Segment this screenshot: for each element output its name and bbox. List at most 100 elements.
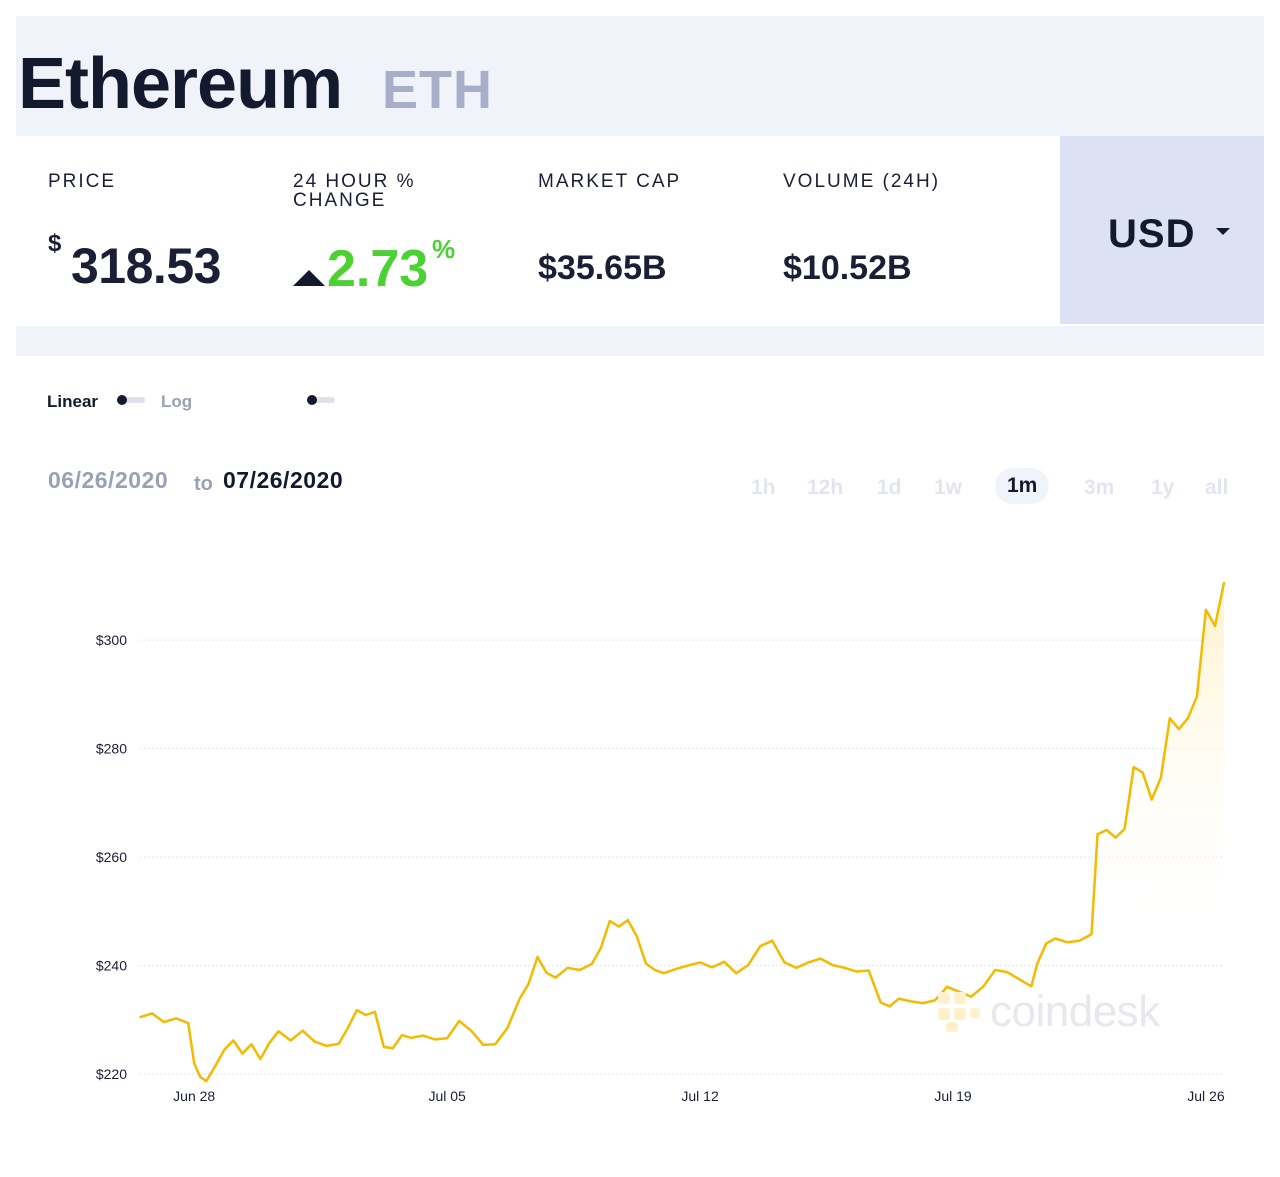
price-point bbox=[277, 1030, 280, 1033]
price-point bbox=[1187, 717, 1189, 719]
price-point bbox=[627, 919, 629, 921]
price-point bbox=[608, 920, 611, 922]
price-point bbox=[1196, 695, 1198, 698]
price-point bbox=[241, 1052, 244, 1055]
market-cap-value: $35.65B bbox=[538, 249, 667, 287]
price-point bbox=[735, 972, 737, 974]
linear-label[interactable]: Linear bbox=[47, 392, 99, 411]
price-point bbox=[831, 964, 834, 966]
price-point bbox=[675, 968, 677, 970]
price-point bbox=[982, 986, 984, 988]
price-point bbox=[337, 1043, 340, 1045]
date-to-word: to bbox=[194, 473, 213, 495]
price-point bbox=[199, 1076, 201, 1078]
price-point bbox=[268, 1041, 271, 1044]
price-point bbox=[1105, 829, 1108, 831]
price-point bbox=[458, 1020, 461, 1022]
arrow-up-icon bbox=[293, 270, 325, 286]
scale-toggle[interactable] bbox=[117, 395, 145, 405]
price-chart[interactable]: $220 $240 $260 $280 $300 Jun 28 Jul 05 Jul 12 J… bbox=[0, 540, 1280, 1120]
price-point bbox=[313, 1040, 316, 1043]
range-tab-1m[interactable]: 1m bbox=[995, 468, 1050, 504]
stats-panel: PRICE $ 318.53 24 HOUR % CHANGE 2.73 % M… bbox=[16, 136, 1264, 326]
change-percent-sign: % bbox=[432, 234, 456, 264]
price-point bbox=[711, 966, 713, 969]
price-point bbox=[356, 1009, 358, 1011]
price-point bbox=[994, 969, 996, 971]
price-point bbox=[1123, 828, 1126, 830]
price-point bbox=[1132, 766, 1135, 768]
price-point bbox=[654, 969, 656, 971]
change-label-line2: CHANGE bbox=[293, 190, 387, 211]
y-tick-label: $240 bbox=[96, 958, 127, 974]
price-point bbox=[1066, 941, 1069, 944]
currency-label: USD bbox=[1108, 212, 1196, 256]
secondary-toggle[interactable] bbox=[307, 395, 335, 405]
price-point bbox=[636, 935, 638, 938]
price-point bbox=[1018, 978, 1020, 980]
price-point bbox=[151, 1012, 153, 1015]
range-tab-1w[interactable]: 1w bbox=[934, 476, 963, 499]
volume-label: VOLUME (24H) bbox=[783, 171, 941, 192]
price-point bbox=[1169, 717, 1171, 719]
price-point bbox=[187, 1022, 189, 1024]
currency-selector[interactable]: USD bbox=[1060, 136, 1264, 324]
price-point bbox=[545, 971, 548, 974]
price-chart-svg: $220 $240 $260 $280 $300 Jun 28 Jul 05 Jul 12 J… bbox=[96, 581, 1226, 1104]
price-point bbox=[1160, 777, 1162, 779]
price-currency-symbol: $ bbox=[48, 230, 62, 257]
price-point bbox=[1205, 608, 1207, 611]
volume-value: $10.52B bbox=[783, 249, 912, 287]
date-to[interactable]: 07/26/2020 bbox=[223, 467, 344, 493]
date-from[interactable]: 06/26/2020 bbox=[48, 467, 169, 493]
price-point bbox=[250, 1043, 253, 1046]
price-point bbox=[392, 1047, 394, 1049]
log-label[interactable]: Log bbox=[161, 392, 193, 411]
y-tick-label: $300 bbox=[96, 632, 127, 648]
y-tick-label: $280 bbox=[96, 741, 127, 757]
price-point bbox=[795, 967, 798, 969]
price-point bbox=[1096, 833, 1099, 836]
price-point bbox=[1090, 933, 1093, 935]
price-point bbox=[1150, 798, 1153, 801]
range-tab-all[interactable]: all bbox=[1205, 476, 1229, 499]
price-point bbox=[599, 947, 602, 950]
price-point bbox=[383, 1046, 385, 1048]
price-point bbox=[223, 1048, 226, 1051]
price-point bbox=[687, 964, 689, 967]
range-tab-1d[interactable]: 1d bbox=[877, 476, 902, 499]
price-point bbox=[259, 1058, 262, 1060]
price-point bbox=[422, 1034, 424, 1037]
price-point bbox=[470, 1029, 473, 1032]
x-tick-label: Jul 26 bbox=[1187, 1088, 1225, 1104]
range-tab-12h[interactable]: 12h bbox=[807, 476, 844, 499]
price-point bbox=[578, 969, 581, 971]
range-tab-3m[interactable]: 3m bbox=[1084, 476, 1115, 499]
price-point bbox=[889, 1005, 891, 1008]
price-point bbox=[1223, 581, 1225, 584]
price-label: PRICE bbox=[48, 171, 117, 192]
price-point bbox=[1141, 771, 1144, 774]
market-cap-label: MARKET CAP bbox=[538, 171, 682, 192]
price-point bbox=[855, 970, 858, 973]
price-point bbox=[374, 1011, 376, 1013]
range-tab-1y[interactable]: 1y bbox=[1151, 476, 1175, 499]
price-point bbox=[566, 967, 569, 969]
price-point bbox=[879, 1001, 882, 1004]
range-tab-1h[interactable]: 1h bbox=[751, 476, 776, 499]
price-point bbox=[1078, 939, 1081, 942]
price-point bbox=[783, 961, 786, 964]
coin-name: Ethereum bbox=[18, 44, 343, 124]
price-point bbox=[494, 1043, 497, 1046]
price-point bbox=[518, 998, 521, 1001]
y-tick-label: $220 bbox=[96, 1066, 127, 1082]
toggle-knob bbox=[117, 395, 127, 405]
price-point bbox=[1030, 985, 1033, 988]
price-point bbox=[410, 1037, 412, 1039]
price-point bbox=[193, 1062, 195, 1065]
price-point bbox=[554, 976, 557, 979]
change-label-line1: 24 HOUR % bbox=[293, 171, 416, 192]
price-point bbox=[139, 1016, 141, 1018]
caret-down-icon bbox=[1216, 228, 1230, 235]
price-point bbox=[807, 961, 810, 964]
